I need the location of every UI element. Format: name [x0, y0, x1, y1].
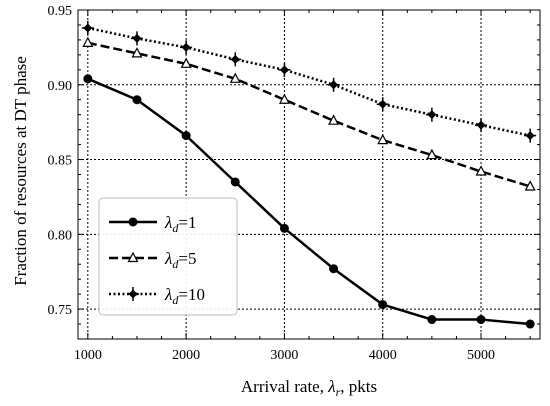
data-point	[525, 319, 535, 329]
x-axis-label-symbol: λ	[327, 377, 335, 396]
legend-entry: λd=5	[109, 249, 196, 271]
data-point	[180, 57, 192, 68]
data-point	[475, 118, 488, 133]
data-point	[82, 36, 94, 48]
x-tick-label: 5000	[467, 348, 495, 363]
legend-subscript: d	[172, 293, 179, 307]
data-point	[132, 95, 142, 105]
series-1	[83, 74, 535, 329]
legend-subscript: d	[172, 257, 179, 271]
x-tick-label: 1000	[74, 348, 102, 363]
legend-marker	[127, 251, 139, 263]
legend-value: =5	[178, 249, 196, 268]
legend-entry: λd=10	[109, 285, 205, 307]
legend-marker	[128, 217, 138, 227]
x-axis-label: Arrival rate, λr, pkts	[241, 377, 377, 399]
data-point	[376, 97, 389, 112]
data-point	[278, 93, 290, 104]
x-tick-label: 4000	[369, 348, 397, 363]
data-point	[425, 107, 438, 122]
data-point	[83, 74, 93, 84]
data-point	[130, 31, 143, 46]
data-point	[230, 177, 240, 187]
data-point	[427, 315, 437, 325]
x-tick-label: 3000	[270, 348, 298, 363]
series-layer	[81, 20, 537, 329]
x-tick-label: 2000	[172, 348, 200, 363]
legend-marker	[127, 287, 139, 301]
legend-symbol: λ	[164, 213, 172, 232]
y-tick-label: 0.95	[48, 4, 73, 19]
axis-ticks	[78, 9, 540, 339]
x-axis-label-prefix: Arrival rate,	[241, 377, 328, 396]
legend-entry: λd=1	[109, 213, 196, 235]
data-point	[476, 315, 486, 325]
data-point	[229, 52, 242, 67]
x-axis-label-subscript: r	[336, 385, 341, 399]
data-point	[328, 114, 340, 125]
legend-box	[98, 197, 238, 316]
data-point	[81, 20, 94, 35]
data-point	[378, 300, 388, 310]
data-point	[377, 133, 389, 145]
legend-label: λd=10	[164, 285, 205, 307]
data-point	[329, 264, 339, 274]
legend: λd=1λd=5λd=10	[98, 197, 238, 316]
y-tick-label: 0.90	[48, 79, 73, 94]
data-point	[327, 77, 340, 92]
data-point	[278, 62, 291, 77]
y-tick-label: 0.80	[48, 228, 73, 243]
data-point	[279, 223, 289, 233]
y-tick-label: 0.75	[48, 303, 73, 318]
series-line	[87, 26, 531, 137]
data-point	[524, 128, 537, 143]
legend-symbol: λ	[164, 249, 172, 268]
x-axis-label-suffix: , pkts	[340, 377, 377, 396]
tick-labels: 1000 2000 3000 4000 5000 0.75 0.80 0.85 0.90 0.95	[48, 4, 496, 363]
data-point	[181, 131, 191, 141]
legend-value: =10	[178, 285, 205, 304]
data-point	[229, 72, 241, 83]
legend-label: λd=5	[164, 249, 196, 271]
data-point	[475, 165, 487, 176]
data-point	[524, 180, 536, 191]
legend-value: =1	[178, 213, 196, 232]
series-2	[82, 36, 536, 191]
series-line	[87, 77, 531, 326]
legend-symbol: λ	[164, 285, 172, 304]
series-3	[81, 20, 537, 143]
legend-label: λd=1	[164, 213, 196, 235]
data-point	[131, 47, 143, 58]
y-axis-label: Fraction of resources at DT phase	[11, 56, 30, 286]
data-point	[426, 148, 438, 160]
y-tick-label: 0.85	[48, 154, 73, 169]
legend-subscript: d	[172, 221, 179, 235]
data-point	[180, 40, 193, 55]
